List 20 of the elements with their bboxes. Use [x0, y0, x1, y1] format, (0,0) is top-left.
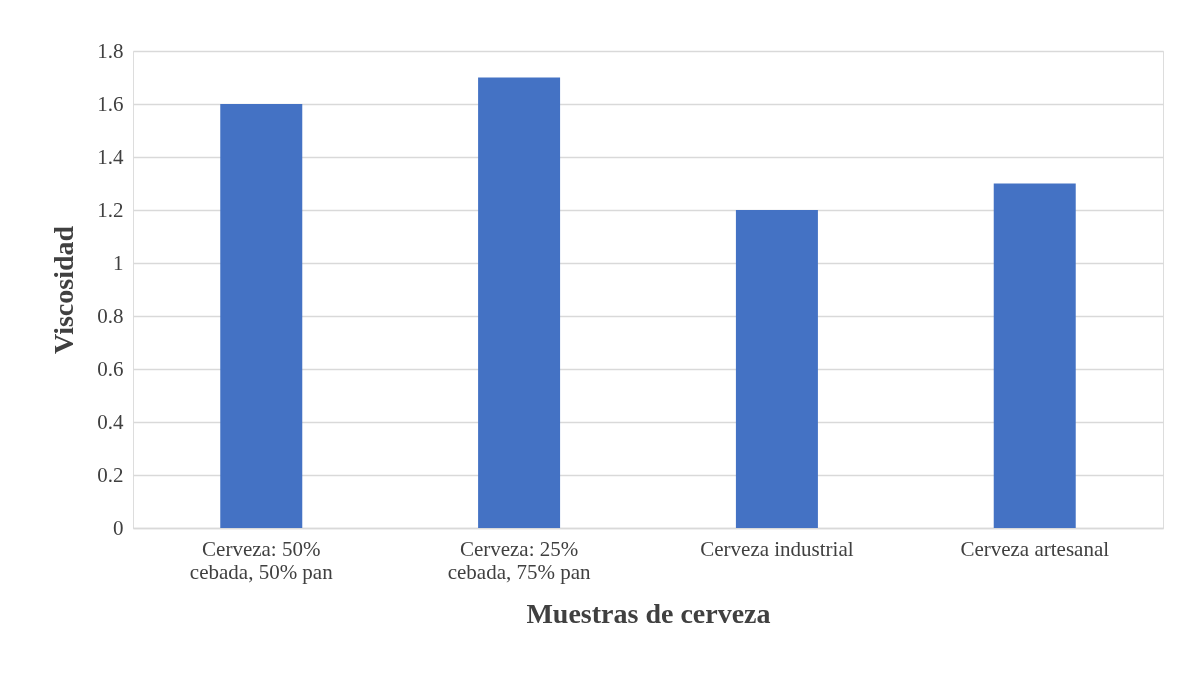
bar	[735, 210, 818, 528]
y-axis-title: Viscosidad	[48, 225, 80, 355]
y-tick-label: 1	[113, 250, 124, 275]
y-tick-label: 0	[113, 515, 124, 540]
y-tick-label: 1.6	[97, 91, 124, 116]
y-tick-label: 1.4	[97, 144, 124, 169]
x-axis-title: Muestras de cerveza	[526, 597, 771, 629]
y-tick-label: 0.2	[97, 462, 124, 487]
y-tick-label: 1.8	[97, 38, 124, 63]
bar	[993, 183, 1076, 528]
x-tick-label: Cerveza: 25% cebada, 75% pan	[447, 536, 592, 584]
x-tick-label: Cerveza industrial	[700, 536, 854, 561]
y-tick-label: 0.4	[97, 409, 124, 434]
y-tick-label: 1.2	[97, 197, 124, 222]
x-tick-label: Cerveza artesanal	[960, 536, 1110, 561]
y-tick-label: 0.8	[97, 303, 124, 328]
bar	[478, 77, 561, 528]
bar	[220, 104, 303, 528]
x-tick-label: Cerveza: 50% cebada, 50% pan	[189, 536, 334, 584]
y-tick-label: 0.6	[97, 356, 124, 381]
